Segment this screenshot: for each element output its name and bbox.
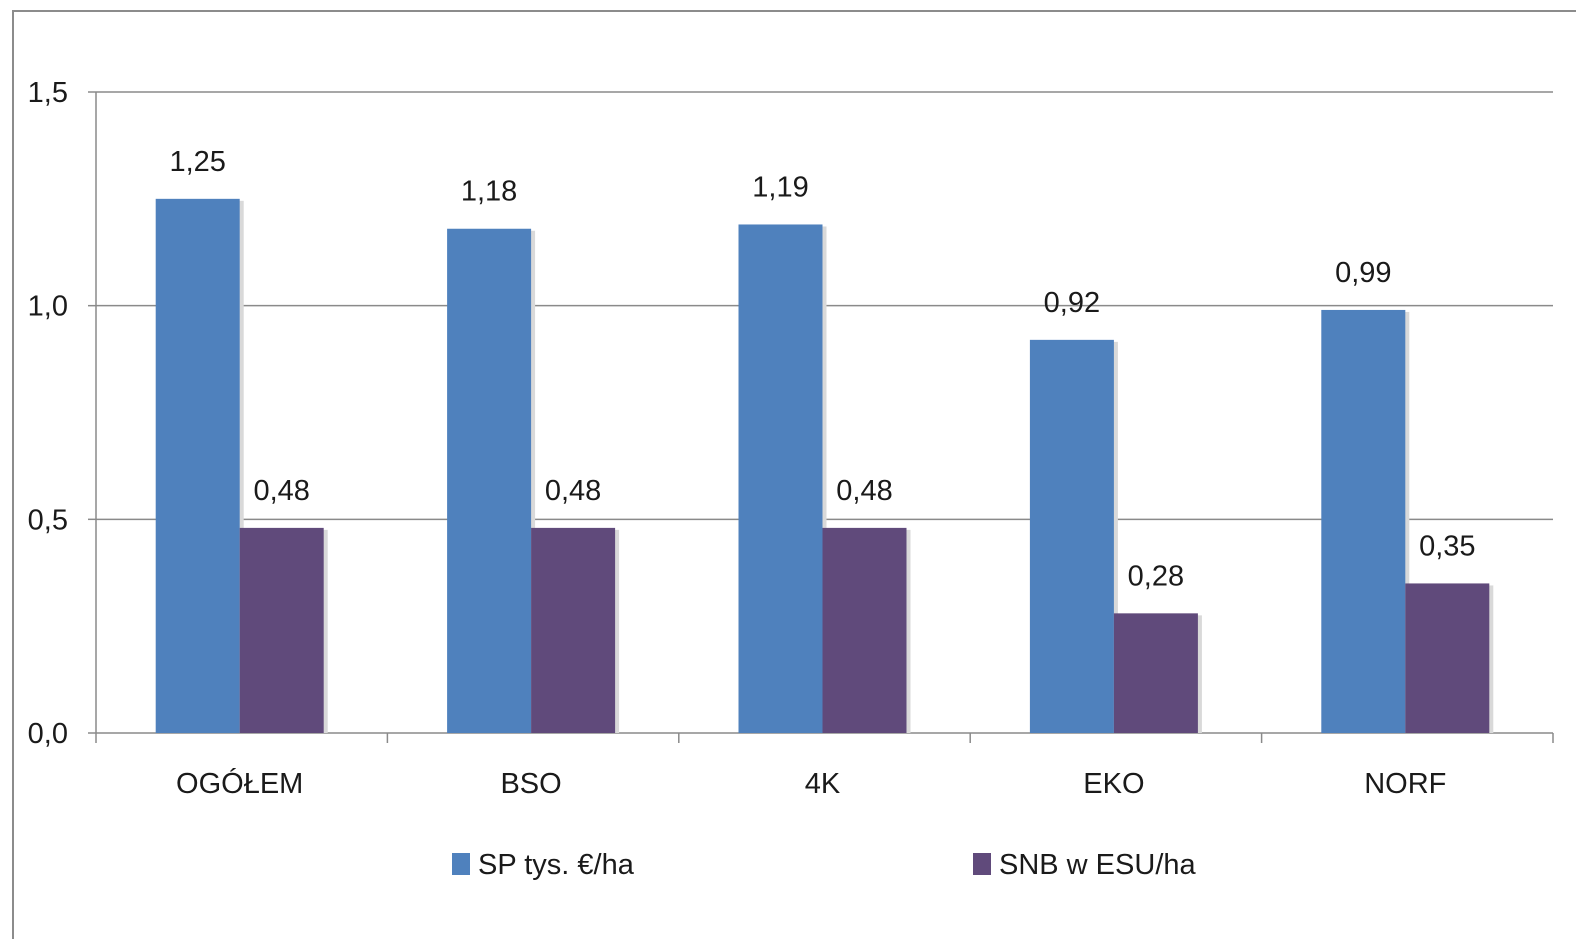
bar-snb — [531, 527, 616, 733]
data-label: 0,48 — [253, 475, 309, 507]
bar-sp — [155, 198, 240, 734]
legend-swatch — [973, 853, 991, 875]
x-category-label: NORF — [1364, 768, 1446, 800]
bar-sp — [447, 228, 532, 733]
y-tick-label: 0,5 — [28, 504, 68, 536]
bar-sp — [1029, 339, 1114, 733]
data-label: 0,28 — [1128, 560, 1184, 592]
data-label: 1,25 — [169, 146, 225, 178]
legend-label: SP tys. €/ha — [478, 849, 635, 881]
y-tick-label: 1,0 — [28, 291, 68, 323]
x-category-label: EKO — [1083, 768, 1144, 800]
legend-label: SNB w ESU/ha — [999, 849, 1196, 881]
bar-snb — [239, 527, 324, 733]
bar-sp — [1321, 309, 1406, 733]
x-category-label: OGÓŁEM — [176, 767, 303, 800]
data-label: 0,35 — [1419, 530, 1475, 562]
bar-snb — [1113, 613, 1198, 733]
data-label: 1,18 — [461, 176, 517, 208]
y-tick-label: 0,0 — [28, 718, 68, 750]
data-label: 0,92 — [1044, 287, 1100, 319]
bar-snb — [1405, 583, 1490, 733]
bar-sp — [738, 224, 823, 733]
bar-snb — [822, 527, 907, 733]
data-label: 0,48 — [836, 475, 892, 507]
y-tick-label: 1,5 — [28, 77, 68, 109]
data-label: 0,48 — [545, 475, 601, 507]
data-label: 0,99 — [1335, 257, 1391, 289]
x-category-label: 4K — [805, 768, 841, 800]
x-category-label: BSO — [500, 768, 561, 800]
data-label: 1,19 — [752, 171, 808, 203]
legend-swatch — [452, 853, 470, 875]
